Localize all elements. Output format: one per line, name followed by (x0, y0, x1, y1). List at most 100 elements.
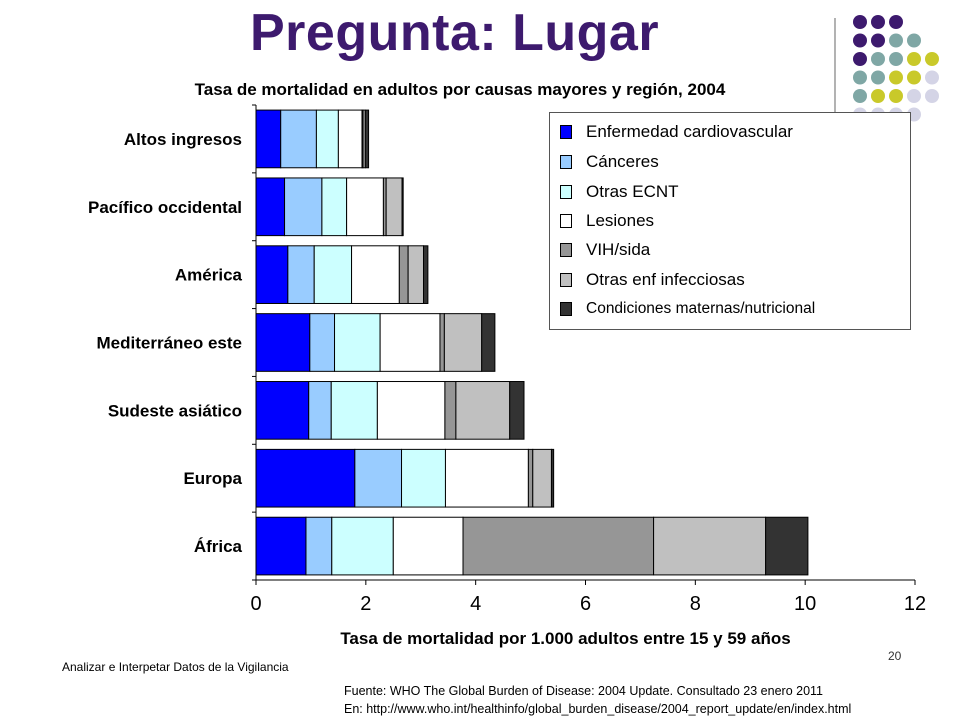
decor-dot (853, 89, 867, 103)
x-tick-label: 10 (794, 593, 816, 615)
category-label: Altos ingresos (124, 130, 242, 149)
bar-segment (407, 245, 424, 304)
x-tick-label: 4 (470, 593, 481, 615)
decor-dot (853, 70, 867, 85)
source-line: Fuente: WHO The Global Burden of Disease… (344, 684, 824, 698)
category-label: África (194, 537, 243, 556)
decor-dot (907, 33, 921, 48)
bar-segment (653, 516, 767, 576)
legend-swatch (560, 243, 572, 257)
legend-swatch (560, 185, 572, 199)
bar-segment (550, 448, 555, 508)
bar-segment (509, 381, 525, 440)
bar-segment (284, 177, 323, 237)
bar-segment (334, 313, 381, 372)
bar-segment (481, 313, 496, 372)
slide-title: Pregunta: Lugar (250, 4, 660, 62)
decor-dot (853, 33, 867, 48)
x-tick-label: 12 (904, 593, 926, 615)
legend-label: Condiciones maternas/nutricional (586, 300, 816, 317)
bar-segment (309, 313, 336, 372)
legend-swatch (560, 125, 572, 139)
legend-label: Lesiones (586, 211, 655, 230)
legend-item: Otras ECNT (560, 181, 679, 203)
decor-dot (871, 70, 885, 85)
decor-dot (907, 52, 921, 66)
legend-item: Otras enf infecciosas (560, 269, 745, 291)
legend-item: Cánceres (560, 151, 659, 173)
legend-item: VIH/sida (560, 239, 650, 261)
decor-dot (889, 52, 903, 66)
category-label: Mediterráneo este (97, 334, 243, 353)
legend-swatch (560, 273, 572, 287)
legend-item: Enfermedad cardiovascular (560, 121, 793, 143)
legend-label: Cánceres (586, 152, 659, 171)
bar-segment (398, 245, 409, 304)
category-label: Sudeste asiático (108, 401, 242, 420)
bar-segment (439, 313, 445, 372)
bar-segment (331, 516, 394, 576)
bar-segment (527, 448, 534, 508)
bar-segment (354, 448, 403, 508)
decor-dot (871, 52, 885, 66)
bar-segment (765, 516, 809, 576)
bar-segment (462, 516, 655, 576)
bar-group: Altos ingresos Pacífico occidental América… (88, 109, 809, 576)
category-label: Pacífico occidental (88, 198, 242, 217)
decorative-dots (853, 15, 939, 122)
bar-segment (255, 381, 310, 440)
decor-dot (907, 70, 921, 85)
bar-segment (330, 381, 378, 440)
legend-swatch (560, 302, 572, 316)
bar-segment (313, 245, 353, 304)
decor-dot (925, 70, 939, 85)
source-citation: Fuente: WHO The Global Burden of Disease… (344, 682, 851, 718)
bar-segment (376, 381, 446, 440)
category-label: Europa (183, 469, 242, 488)
bar-segment (255, 109, 282, 169)
legend-swatch (560, 155, 572, 169)
bar-segment (385, 177, 403, 237)
decor-dot (889, 89, 903, 103)
bar-segment (346, 177, 384, 237)
category-label: América (175, 266, 243, 285)
bar-segment (401, 448, 446, 508)
bar-segment (315, 109, 339, 169)
x-tick-label: 6 (580, 593, 591, 615)
x-tick-label: 2 (360, 593, 371, 615)
bar-segment (255, 448, 356, 508)
axes: 0 2 4 6 8 10 12 Tasa de mortalidad por 1.000 ad… (250, 104, 926, 648)
bar-segment (351, 245, 400, 304)
page-number: 20 (888, 649, 902, 663)
decor-dot (889, 33, 903, 48)
legend-label: Otras enf infecciosas (586, 270, 745, 289)
decor-dot (853, 52, 867, 66)
bar-segment (444, 381, 457, 440)
source-url: En: http://www.who.int/healthinfo/global… (344, 702, 852, 716)
bar-segment (444, 448, 529, 508)
bar-segment (255, 313, 311, 372)
bar-segment (337, 109, 363, 169)
x-tick-label: 0 (250, 593, 261, 615)
bar-segment (255, 177, 286, 237)
chart-title: Tasa de mortalidad en adultos por causas… (194, 80, 726, 99)
legend: Enfermedad cardiovascular Cánceres Otras… (549, 112, 911, 330)
legend-label: Otras ECNT (586, 182, 679, 201)
bar-segment (455, 381, 511, 440)
decor-dot (871, 15, 885, 29)
legend-item: Lesiones (560, 210, 654, 232)
bar-segment (443, 313, 483, 372)
bar-segment (287, 245, 315, 304)
legend-label: Enfermedad cardiovascular (586, 122, 793, 141)
decor-dot (871, 33, 885, 48)
bar-segment (255, 245, 289, 304)
bar-segment (255, 516, 307, 576)
bar-segment (321, 177, 348, 237)
bar-segment (401, 177, 404, 237)
decor-dot (907, 89, 921, 103)
x-tick-label: 8 (690, 593, 701, 615)
bar-segment (392, 516, 464, 576)
decor-dot (925, 89, 939, 103)
decor-dot (925, 52, 939, 66)
